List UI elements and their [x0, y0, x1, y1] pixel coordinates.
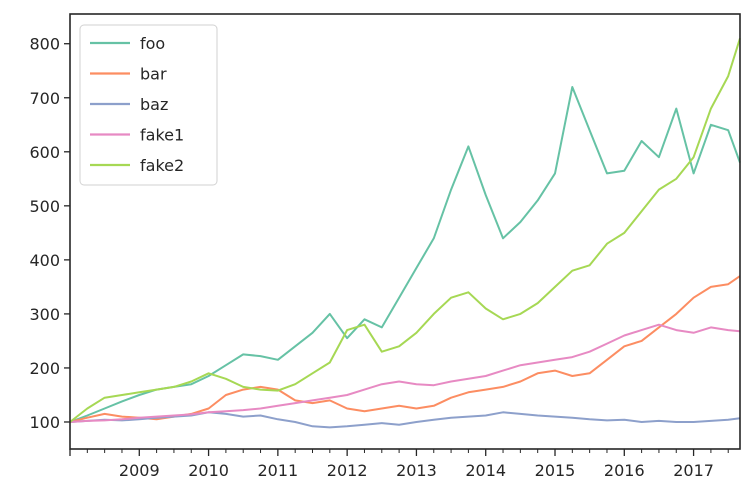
y-axis: 100 200 300 400 500 600 700 800	[29, 35, 70, 432]
legend: foo bar baz fake1 fake2	[79, 24, 218, 186]
x-tick-label: 2014	[465, 461, 506, 480]
x-axis: 2009 2010 2011 2012 2013 2014 2015 2016 2017	[69, 449, 729, 480]
legend-label: bar	[140, 65, 167, 84]
y-tick-label: 200	[29, 359, 60, 378]
legend-label: fake2	[140, 156, 184, 175]
y-tick-label: 100	[29, 413, 60, 432]
x-tick-label: 2011	[257, 461, 298, 480]
legend-label: fake1	[140, 126, 184, 145]
series-line-fake2	[69, 38, 741, 423]
legend-box	[79, 24, 218, 186]
y-tick-label: 400	[29, 251, 60, 270]
y-tick-label: 300	[29, 305, 60, 324]
y-tick-label: 800	[29, 35, 60, 54]
x-tick-label: 2012	[327, 461, 368, 480]
x-tick-label: 2009	[119, 461, 160, 480]
series-line-baz	[69, 411, 741, 429]
legend-label: foo	[140, 34, 165, 53]
series-lines	[69, 38, 741, 429]
y-tick-label: 500	[29, 197, 60, 216]
x-tick-label: 2017	[673, 461, 714, 480]
series-line-bar	[69, 275, 741, 423]
y-tick-label: 700	[29, 89, 60, 108]
y-tick-label: 600	[29, 143, 60, 162]
x-tick-label: 2010	[188, 461, 229, 480]
legend-label: baz	[140, 95, 168, 114]
x-tick-label: 2013	[396, 461, 437, 480]
series-line-fake1	[69, 323, 741, 423]
series-line-foo	[69, 86, 741, 423]
plot-frame	[69, 13, 741, 450]
x-tick-label: 2015	[535, 461, 576, 480]
x-tick-label: 2016	[604, 461, 645, 480]
